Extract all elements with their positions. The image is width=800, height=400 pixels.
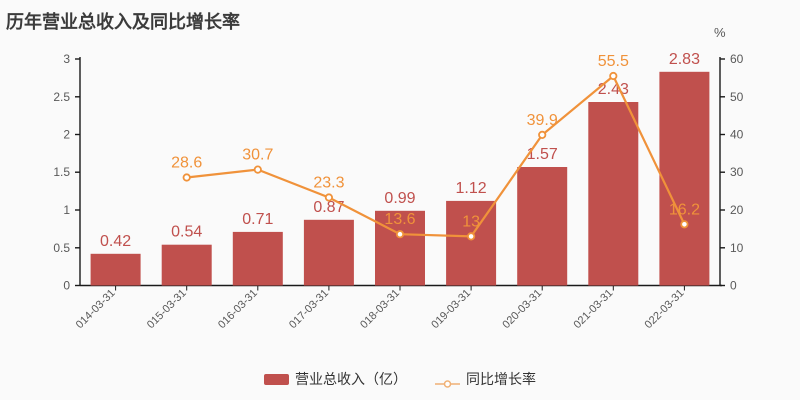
svg-text:2.5: 2.5: [53, 90, 70, 104]
svg-text:60: 60: [730, 52, 744, 66]
svg-text:50: 50: [730, 90, 744, 104]
svg-text:2: 2: [63, 128, 70, 142]
svg-text:0.5: 0.5: [53, 241, 70, 255]
svg-text:1.5: 1.5: [53, 165, 70, 179]
svg-text:30.7: 30.7: [242, 147, 273, 164]
svg-text:0: 0: [730, 279, 737, 293]
svg-text:20: 20: [730, 203, 744, 217]
svg-text:%: %: [714, 25, 726, 40]
svg-text:016-03-31: 016-03-31: [216, 287, 260, 331]
svg-text:28.6: 28.6: [171, 155, 202, 172]
svg-text:23.3: 23.3: [313, 175, 344, 192]
svg-text:39.9: 39.9: [527, 112, 558, 129]
svg-text:019-03-31: 019-03-31: [429, 287, 473, 331]
svg-text:021-03-31: 021-03-31: [571, 287, 615, 331]
svg-text:13: 13: [462, 213, 480, 230]
svg-text:40: 40: [730, 128, 744, 142]
svg-text:3: 3: [63, 52, 70, 66]
svg-text:0.71: 0.71: [242, 211, 273, 228]
svg-text:2.83: 2.83: [669, 51, 700, 68]
svg-text:022-03-31: 022-03-31: [643, 287, 687, 331]
svg-text:1: 1: [63, 203, 70, 217]
svg-text:018-03-31: 018-03-31: [358, 287, 402, 331]
svg-text:017-03-31: 017-03-31: [287, 287, 331, 331]
svg-text:0.54: 0.54: [171, 224, 202, 241]
svg-text:2.43: 2.43: [598, 81, 629, 98]
svg-text:015-03-31: 015-03-31: [145, 287, 189, 331]
svg-text:0.42: 0.42: [100, 233, 131, 250]
svg-text:10: 10: [730, 241, 744, 255]
svg-text:13.6: 13.6: [384, 211, 415, 228]
svg-text:16.2: 16.2: [669, 201, 700, 218]
svg-text:020-03-31: 020-03-31: [500, 287, 544, 331]
svg-text:30: 30: [730, 165, 744, 179]
svg-text:55.5: 55.5: [598, 53, 629, 70]
svg-text:0.99: 0.99: [384, 190, 415, 207]
svg-text:0: 0: [63, 279, 70, 293]
svg-text:014-03-31: 014-03-31: [74, 287, 118, 331]
svg-text:1.12: 1.12: [456, 180, 487, 197]
